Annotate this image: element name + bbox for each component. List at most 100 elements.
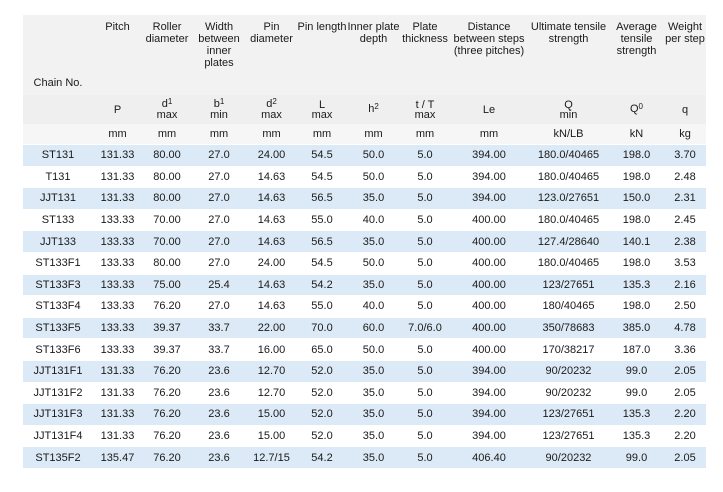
table-row: ST133F3 133.33 75.00 25.4 14.63 54.2 35.0 5.0 40… <box>23 273 706 296</box>
symbol-cell-pitch: P <box>93 95 142 124</box>
cell-roller-diameter: 70.00 <box>142 230 192 253</box>
cell-pin-diameter: 16.00 <box>246 338 297 361</box>
cell-pin-diameter: 22.00 <box>246 316 297 339</box>
symbol: q <box>681 103 689 116</box>
cell-ultimate-strength: 90/20232 <box>528 381 609 404</box>
cell-weight: 4.78 <box>664 316 706 339</box>
cell-width: 23.6 <box>192 359 246 383</box>
cell-pitch: 131.33 <box>93 165 142 188</box>
cell-roller-diameter: 80.00 <box>142 251 192 275</box>
cell-roller-diameter: 76.20 <box>142 295 192 318</box>
table-row: ST135F2 135.47 76.20 23.6 12.7/15 54.2 35.0 5.0… <box>23 446 706 469</box>
cell-pin-diameter: 14.63 <box>246 187 297 210</box>
cell-distance: 400.00 <box>450 338 528 361</box>
cell-pin-length: 65.0 <box>297 338 347 361</box>
cell-pin-diameter: 14.63 <box>246 273 297 296</box>
cell-distance: 394.00 <box>450 424 528 447</box>
cell-width: 27.0 <box>192 144 246 167</box>
cell-pitch: 133.33 <box>93 316 142 339</box>
cell-inner-plate-depth: 40.0 <box>347 208 400 231</box>
cell-plate-thickness: 5.0 <box>400 187 450 210</box>
unit-row: mm mm mm mm mm mm mm mm kN/LB kN kg <box>23 124 706 145</box>
cell-width: 23.6 <box>192 381 246 404</box>
cell-plate-thickness: 5.0 <box>400 338 450 361</box>
cell-width: 33.7 <box>192 338 246 361</box>
cell-distance: 394.00 <box>450 403 528 426</box>
cell-ultimate-strength: 180.0/40465 <box>528 208 609 231</box>
symbol-cell-pin-diameter: d2 max <box>246 95 297 124</box>
cell-width: 23.6 <box>192 424 246 447</box>
cell-roller-diameter: 76.20 <box>142 403 192 426</box>
cell-plate-thickness: 5.0 <box>400 230 450 253</box>
unit-cell-plate-thickness: mm <box>400 124 450 145</box>
cell-plate-thickness: 5.0 <box>400 381 450 404</box>
col-header-width: Width between inner plates <box>192 15 246 95</box>
cell-weight: 2.31 <box>664 187 706 210</box>
cell-roller-diameter: 76.20 <box>142 381 192 404</box>
cell-plate-thickness: 5.0 <box>400 359 450 383</box>
cell-average-strength: 198.0 <box>609 144 664 167</box>
cell-width: 27.0 <box>192 187 246 210</box>
cell-average-strength: 99.0 <box>609 381 664 404</box>
cell-distance: 400.00 <box>450 316 528 339</box>
cell-pin-diameter: 14.63 <box>246 295 297 318</box>
chain-spec-table: Chain No. Pitch Roller diameter Width be… <box>23 15 706 469</box>
table-row: ST133F6 133.33 39.37 33.7 16.00 65.0 50.0 5.0 40… <box>23 338 706 361</box>
cell-pin-length: 52.0 <box>297 424 347 447</box>
cell-weight: 2.16 <box>664 273 706 296</box>
cell-weight: 2.05 <box>664 381 706 404</box>
col-header-pin-diameter: Pin diameter <box>246 15 297 95</box>
cell-ultimate-strength: 180/40465 <box>528 295 609 318</box>
cell-pitch: 131.33 <box>93 187 142 210</box>
cell-pitch: 133.33 <box>93 273 142 296</box>
symbol: P <box>113 103 122 116</box>
cell-ultimate-strength: 123/27651 <box>528 273 609 296</box>
cell-inner-plate-depth: 50.0 <box>347 165 400 188</box>
cell-width: 27.0 <box>192 251 246 275</box>
cell-pitch: 135.47 <box>93 446 142 469</box>
symbol: d2 <box>266 97 277 110</box>
cell-pitch: 133.33 <box>93 230 142 253</box>
table-row: ST133F1 133.33 80.00 27.0 24.00 54.5 50.0 5.0 40… <box>23 251 706 275</box>
cell-weight: 2.05 <box>664 359 706 383</box>
symbol: L <box>318 98 326 111</box>
symbol-subscript: 1 <box>219 97 225 106</box>
chain-spec-table-container: Chain No. Pitch Roller diameter Width be… <box>23 15 706 469</box>
table-row: JJT131 131.33 80.00 27.0 14.63 56.5 35.0 5.0 394… <box>23 187 706 210</box>
symbol: Q <box>564 98 573 111</box>
col-header-ultimate: Ultimate tensile strength <box>528 15 609 95</box>
cell-chain-no: JJT131F1 <box>23 359 93 383</box>
cell-pin-diameter: 24.00 <box>246 251 297 275</box>
cell-pin-length: 54.2 <box>297 446 347 469</box>
cell-plate-thickness: 5.0 <box>400 165 450 188</box>
cell-plate-thickness: 5.0 <box>400 424 450 447</box>
cell-average-strength: 135.3 <box>609 403 664 426</box>
unit-cell-pin-diameter: mm <box>246 124 297 145</box>
cell-roller-diameter: 75.00 <box>142 273 192 296</box>
cell-chain-no: ST133F3 <box>23 273 93 296</box>
cell-inner-plate-depth: 40.0 <box>347 295 400 318</box>
cell-weight: 2.20 <box>664 424 706 447</box>
cell-ultimate-strength: 123/27651 <box>528 403 609 426</box>
cell-average-strength: 385.0 <box>609 316 664 339</box>
symbol-cell-chain <box>23 95 93 124</box>
cell-inner-plate-depth: 35.0 <box>347 273 400 296</box>
table-row: ST133 133.33 70.00 27.0 14.63 55.0 40.0 5.0 400.… <box>23 208 706 231</box>
cell-ultimate-strength: 90/20232 <box>528 359 609 383</box>
cell-chain-no: JJT131 <box>23 187 93 210</box>
unit-cell-roller: mm <box>142 124 192 145</box>
cell-distance: 400.00 <box>450 251 528 275</box>
cell-chain-no: ST131 <box>23 144 93 167</box>
cell-inner-plate-depth: 35.0 <box>347 187 400 210</box>
cell-distance: 394.00 <box>450 359 528 383</box>
symbol: Q0 <box>629 102 643 115</box>
cell-inner-plate-depth: 50.0 <box>347 251 400 275</box>
cell-ultimate-strength: 90/20232 <box>528 446 609 469</box>
cell-distance: 394.00 <box>450 187 528 210</box>
col-header-distance: Distance between steps (three pitches) <box>450 15 528 95</box>
cell-pitch: 133.33 <box>93 295 142 318</box>
unit-cell-pitch: mm <box>93 124 142 145</box>
cell-weight: 3.36 <box>664 338 706 361</box>
cell-inner-plate-depth: 35.0 <box>347 381 400 404</box>
